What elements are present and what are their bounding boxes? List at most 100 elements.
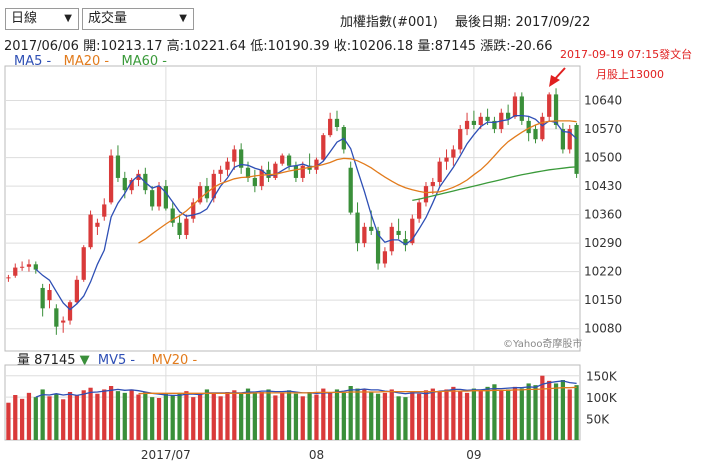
candle-body — [403, 239, 408, 246]
ohlc-open: 開:10213.17 — [83, 39, 163, 54]
volume-legend: 量 87145 ▼ MV5 - MV20 - — [17, 349, 197, 368]
candle-body — [239, 149, 244, 168]
candle-body — [286, 155, 292, 166]
candle-body — [177, 222, 182, 235]
volume-bar — [334, 389, 340, 440]
ohlc-date: 2017/06/06 — [4, 39, 79, 54]
candle-body — [81, 247, 86, 280]
candle-body — [437, 161, 442, 183]
price-tick-label: 10150 — [584, 293, 622, 307]
volume-bar — [321, 388, 326, 440]
ma5-line — [35, 114, 578, 311]
candle-body — [204, 186, 210, 199]
volume-bar — [232, 390, 237, 440]
volume-bar — [108, 386, 114, 440]
ohlc-high: 高:10221.64 — [166, 39, 247, 54]
candle-body — [95, 222, 100, 227]
indicator-select[interactable]: 成交量 ▼ — [82, 8, 194, 30]
price-tick-label: 10570 — [584, 122, 622, 136]
candle-body — [88, 214, 93, 248]
volume-bar — [444, 389, 449, 440]
volume-bar — [6, 402, 11, 440]
candle-body — [485, 116, 490, 121]
volume-bar — [239, 393, 244, 440]
volume-bar — [492, 384, 497, 440]
volume-bar — [471, 388, 477, 440]
volume-bar — [437, 392, 442, 440]
candle-body — [300, 165, 305, 178]
x-tick-label: 09 — [466, 448, 481, 462]
volume-tick-label: 50K — [586, 413, 610, 427]
legend-ma60: MA60 - — [121, 54, 167, 69]
candle-body — [410, 218, 415, 244]
candle-body — [61, 320, 66, 323]
volume-bar — [156, 398, 162, 440]
candle-body — [444, 157, 449, 162]
candle-body — [26, 264, 32, 267]
candle-body — [74, 279, 79, 303]
candle-body — [150, 190, 155, 207]
volume-bar — [129, 389, 134, 440]
candle-body — [328, 118, 333, 136]
volume-bar — [341, 392, 346, 440]
candle-body — [6, 277, 11, 279]
candle-body — [547, 94, 552, 117]
volume-bar — [286, 390, 292, 440]
volume-bar — [136, 394, 141, 440]
volume-bar — [204, 389, 210, 440]
candle-body — [492, 120, 497, 130]
legend-mv5: MV5 - — [97, 353, 136, 368]
volume-bar — [280, 392, 285, 440]
annotation-arrow — [553, 67, 566, 81]
volume-bar — [252, 392, 257, 440]
volume-bar — [259, 392, 264, 440]
mv20-line — [138, 386, 577, 395]
volume-bar — [211, 392, 216, 440]
candle-body — [430, 182, 435, 187]
candle-body — [129, 179, 134, 191]
ohlc-close: 收:10206.18 — [333, 39, 414, 54]
candle-body — [67, 302, 73, 321]
volume-bar — [150, 397, 155, 440]
volume-bar — [95, 393, 100, 440]
volume-bar — [19, 398, 25, 440]
volume-bar — [458, 391, 463, 440]
candle-body — [553, 94, 559, 125]
volume-bar — [266, 389, 271, 440]
price-legend: MA5 - MA20 - MA60 - — [14, 54, 167, 69]
price-tick-label: 10220 — [584, 265, 622, 279]
volume-bar — [245, 388, 251, 440]
candle-body — [108, 155, 114, 203]
volume-bar — [553, 383, 559, 440]
candle-body — [464, 120, 470, 130]
candle-body — [33, 264, 38, 270]
volume-bar — [526, 383, 531, 440]
candle-body — [396, 230, 401, 235]
candle-body — [519, 96, 524, 121]
volume-bar — [389, 389, 394, 440]
candle-body — [348, 167, 353, 213]
annotation-line2: 月股上13000 — [596, 68, 664, 81]
volume-bar — [574, 385, 579, 440]
volume-bar — [547, 380, 552, 440]
volume-bar — [403, 397, 408, 440]
volume-bar — [163, 393, 168, 440]
ma60-line — [412, 166, 577, 202]
candle-body — [560, 129, 566, 150]
volume-bar — [122, 392, 127, 440]
candle-body — [191, 202, 196, 219]
volume-bar — [567, 389, 572, 440]
period-select[interactable]: 日線 ▼ — [5, 8, 79, 30]
candle-body — [499, 112, 504, 130]
indicator-select-value: 成交量 — [88, 11, 128, 26]
candle-body — [451, 149, 456, 158]
volume-bar — [410, 392, 415, 440]
price-tick-label: 10500 — [584, 151, 622, 165]
candle-body — [13, 267, 18, 276]
volume-bar — [533, 385, 538, 440]
volume-bar — [218, 396, 223, 440]
candle-body — [540, 116, 545, 140]
volume-bar — [478, 389, 483, 440]
volume-bar — [102, 389, 107, 440]
candle-body — [389, 226, 394, 252]
